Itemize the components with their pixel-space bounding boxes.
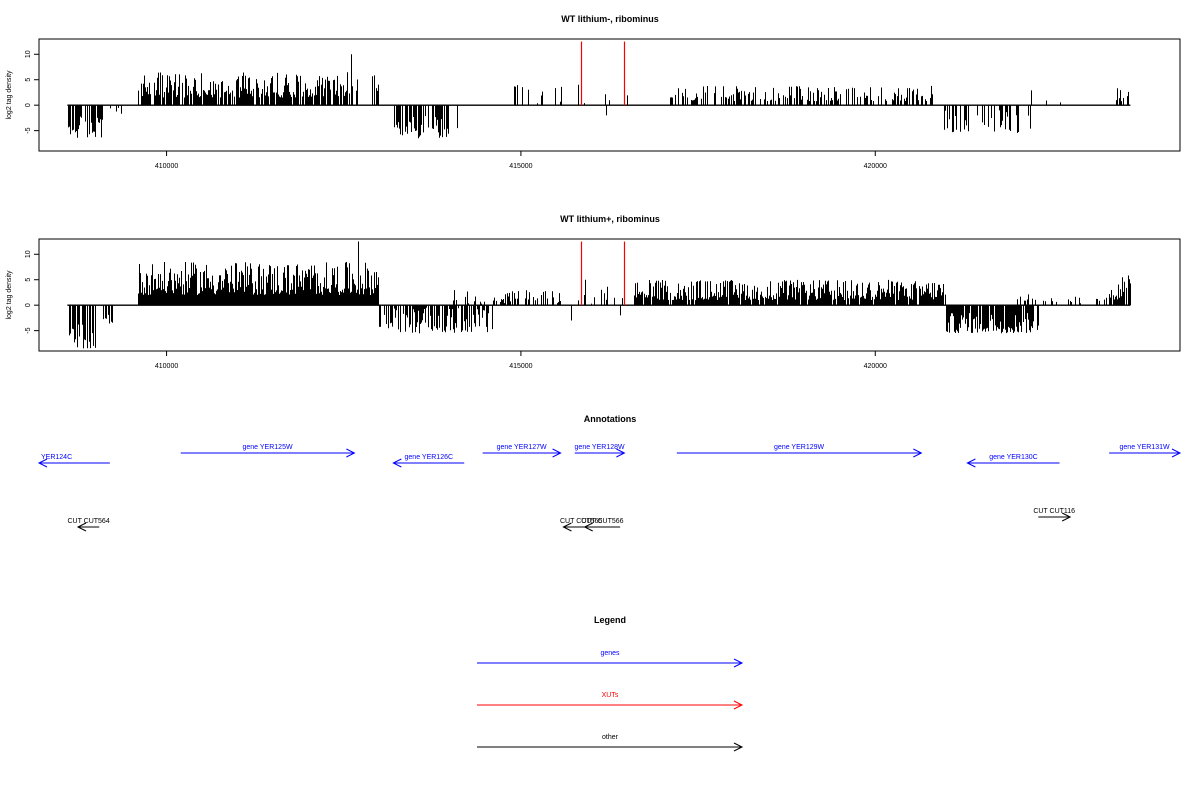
panel-1-title: WT lithium-, ribominus	[561, 14, 659, 24]
panel-2-ylabel: log2 tag density	[6, 270, 13, 320]
x-tick-label: 410000	[155, 363, 178, 370]
gene-label: gene YER131W	[1120, 444, 1170, 451]
panel-1-y-axis: -5 0 5 10	[25, 50, 39, 134]
gene-arrow	[574, 448, 626, 458]
y-tick-label: -5	[25, 327, 32, 333]
x-tick-label: 420000	[864, 363, 887, 370]
legend: Legend genes XUTs other	[477, 615, 744, 752]
gene-label: gene YER127W	[497, 444, 547, 451]
y-tick-label: 0	[25, 303, 32, 307]
annotations-title: Annotations	[584, 414, 637, 424]
y-tick-label: 10	[25, 250, 32, 258]
panel-1-ylabel: log2 tag density	[6, 70, 13, 120]
gene-arrow	[37, 458, 110, 468]
other-arrow	[1038, 512, 1072, 522]
legend-entries: genes XUTs other	[477, 650, 744, 752]
legend-arrow	[477, 742, 744, 752]
x-tick-label: 415000	[509, 363, 532, 370]
panel-2-title: WT lithium+, ribominus	[560, 214, 660, 224]
y-tick-label: 0	[25, 103, 32, 107]
gene-label: gene YER128W	[575, 444, 625, 451]
other-arrow	[583, 522, 621, 532]
gene-arrow	[1109, 448, 1182, 458]
gene-arrow	[180, 448, 356, 458]
other-label: CUT CUT564	[67, 518, 109, 525]
other-arrow	[76, 522, 100, 532]
gene-arrow	[676, 448, 923, 458]
coverage-bars-path	[69, 241, 1131, 349]
y-tick-label: 5	[25, 278, 32, 282]
gene-label: gene YER130C	[989, 454, 1038, 461]
legend-label: XUTs	[602, 692, 619, 699]
panel-2-y-axis: -5 0 5 10	[25, 250, 39, 334]
track-panel-1: WT lithium-, ribominus log2 tag density …	[6, 14, 1181, 170]
legend-label: other	[602, 734, 619, 741]
x-tick-label: 410000	[155, 163, 178, 170]
x-tick-label: 420000	[864, 163, 887, 170]
other-label: CUT CUT566	[581, 518, 623, 525]
other-label: CUT CUT116	[1033, 508, 1075, 515]
x-tick-label: 415000	[509, 163, 532, 170]
gene-arrow	[392, 458, 465, 468]
gene-label: gene YER129W	[774, 444, 824, 451]
gene-label: gene YER125W	[243, 444, 293, 451]
y-tick-label: -5	[25, 127, 32, 133]
legend-label: genes	[600, 650, 620, 657]
gene-label: gene YER126C	[405, 454, 454, 461]
legend-arrow	[477, 658, 744, 668]
legend-arrow	[477, 700, 744, 710]
panel-1-coverage-bars	[67, 41, 1131, 139]
track-panel-2: WT lithium+, ribominus log2 tag density …	[6, 214, 1181, 370]
y-tick-label: 5	[25, 78, 32, 82]
panel-2-x-axis: 410000 415000 420000	[155, 351, 887, 370]
panel-2-frame	[38, 238, 1181, 352]
y-tick-label: 10	[25, 50, 32, 58]
gene-annotations: YER124C gene YER125W gene YER126C gene YER1…	[37, 444, 1182, 468]
gene-arrow	[966, 458, 1060, 468]
panel-1-frame	[38, 38, 1181, 152]
legend-title: Legend	[594, 615, 626, 625]
panel-2-coverage-bars	[67, 241, 1131, 349]
gene-arrow	[482, 448, 562, 458]
gene-label: YER124C	[41, 454, 72, 461]
other-label: CUT CUT565	[560, 518, 602, 525]
coverage-bars-path	[68, 54, 1129, 139]
panel-1-x-axis: 410000 415000 420000	[155, 151, 887, 170]
annotations-panel: Annotations YER124C gene YER125W gene YER1…	[37, 414, 1182, 532]
